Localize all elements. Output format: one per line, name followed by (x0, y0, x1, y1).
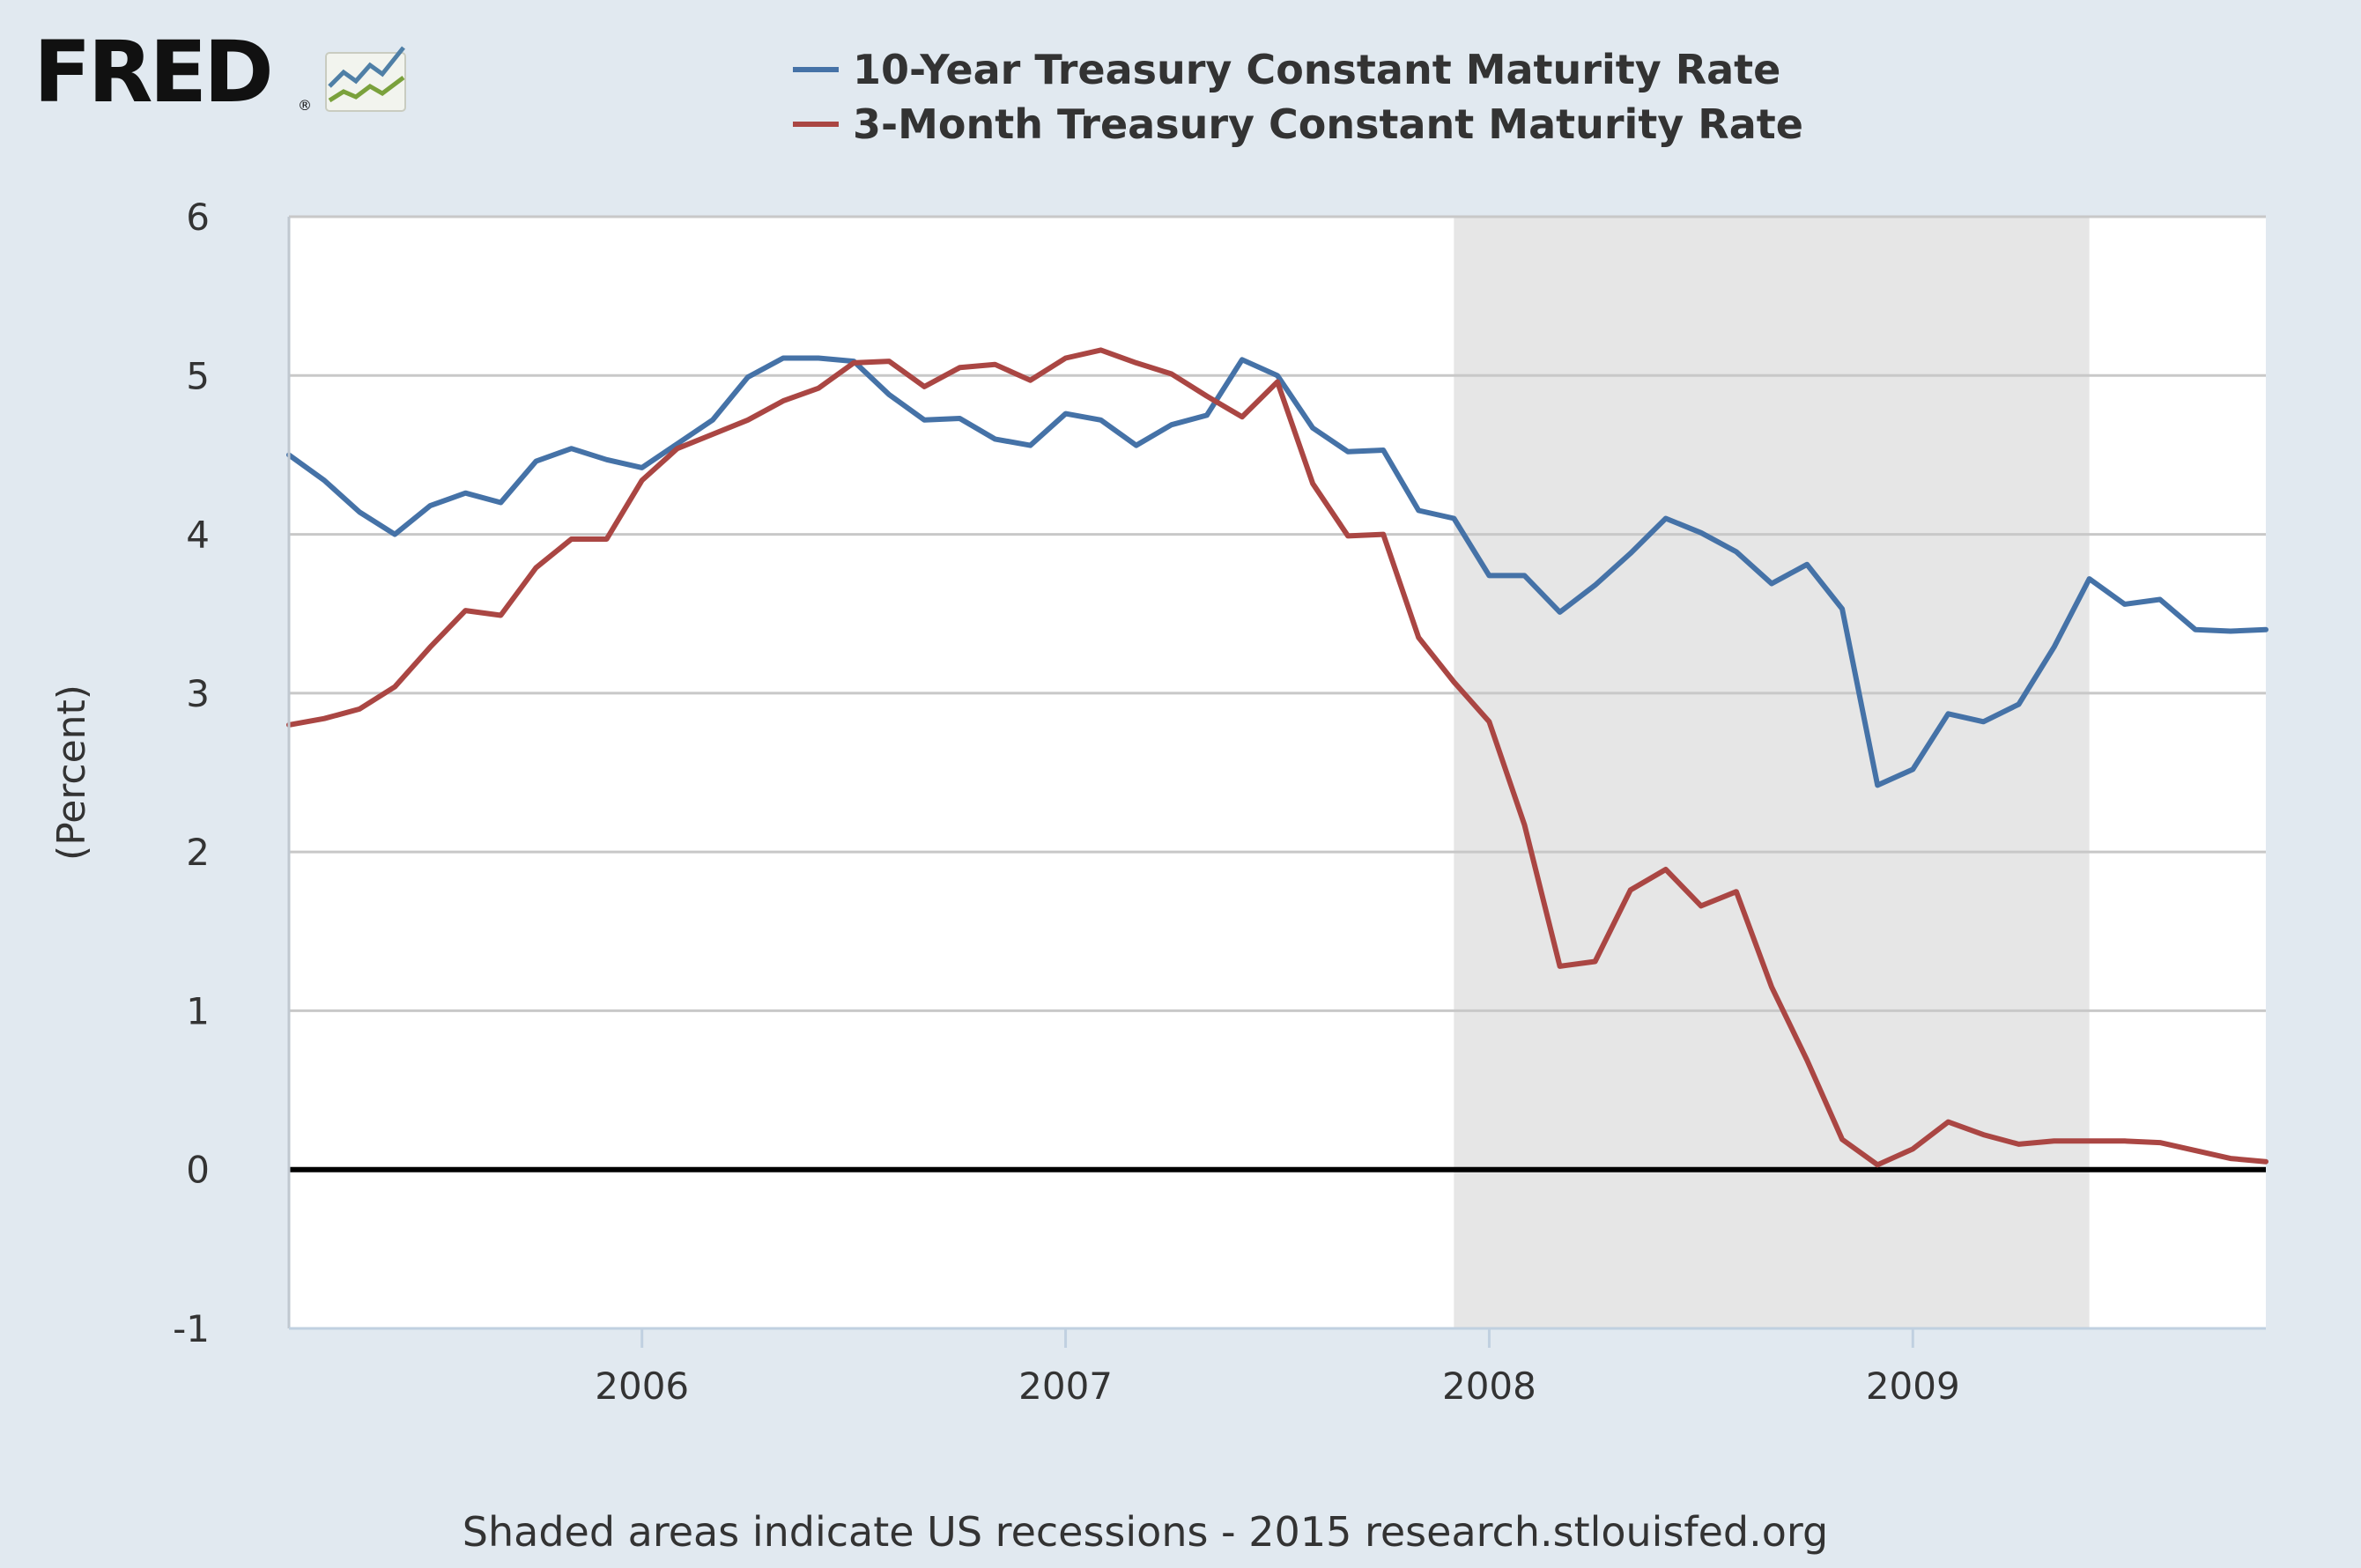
y-tick-label: 3 (186, 672, 210, 715)
logo-text: FRED (33, 23, 274, 122)
x-tick-label: 2009 (1866, 1365, 1960, 1408)
y-tick-label: -1 (173, 1307, 210, 1350)
registered-mark: ® (298, 97, 312, 114)
y-tick-label: 0 (186, 1149, 210, 1192)
legend-item-3-month[interactable]: 3-Month Treasury Constant Maturity Rate (793, 97, 1803, 152)
y-tick-label: 5 (186, 354, 210, 397)
series-line-10-year (286, 355, 2268, 788)
legend-label: 10-Year Treasury Constant Maturity Rate (853, 46, 1781, 93)
x-tick-label: 2008 (1442, 1365, 1536, 1408)
y-tick-label: 2 (186, 831, 210, 874)
y-axis-title: (Percent) (49, 684, 94, 861)
line-chart-icon (325, 46, 406, 112)
legend-item-10-year[interactable]: 10-Year Treasury Constant Maturity Rate (793, 42, 1803, 97)
x-tick-label: 2007 (1018, 1365, 1113, 1408)
y-tick-label: 4 (186, 514, 210, 557)
fred-logo: FRED ® (33, 28, 412, 116)
x-tick-label: 2006 (595, 1365, 689, 1408)
y-tick-label: 6 (186, 196, 210, 239)
legend-swatch-red (793, 122, 839, 127)
series-line-3-month (286, 347, 2268, 1168)
chart-legend: 10-Year Treasury Constant Maturity Rate … (793, 42, 1803, 152)
legend-swatch-blue (793, 67, 839, 72)
footer-note: Shaded areas indicate US recessions - 20… (462, 1508, 1829, 1556)
recession-shading (1454, 217, 2090, 1328)
y-tick-label: 1 (186, 989, 210, 1032)
legend-label: 3-Month Treasury Constant Maturity Rate (853, 100, 1803, 148)
